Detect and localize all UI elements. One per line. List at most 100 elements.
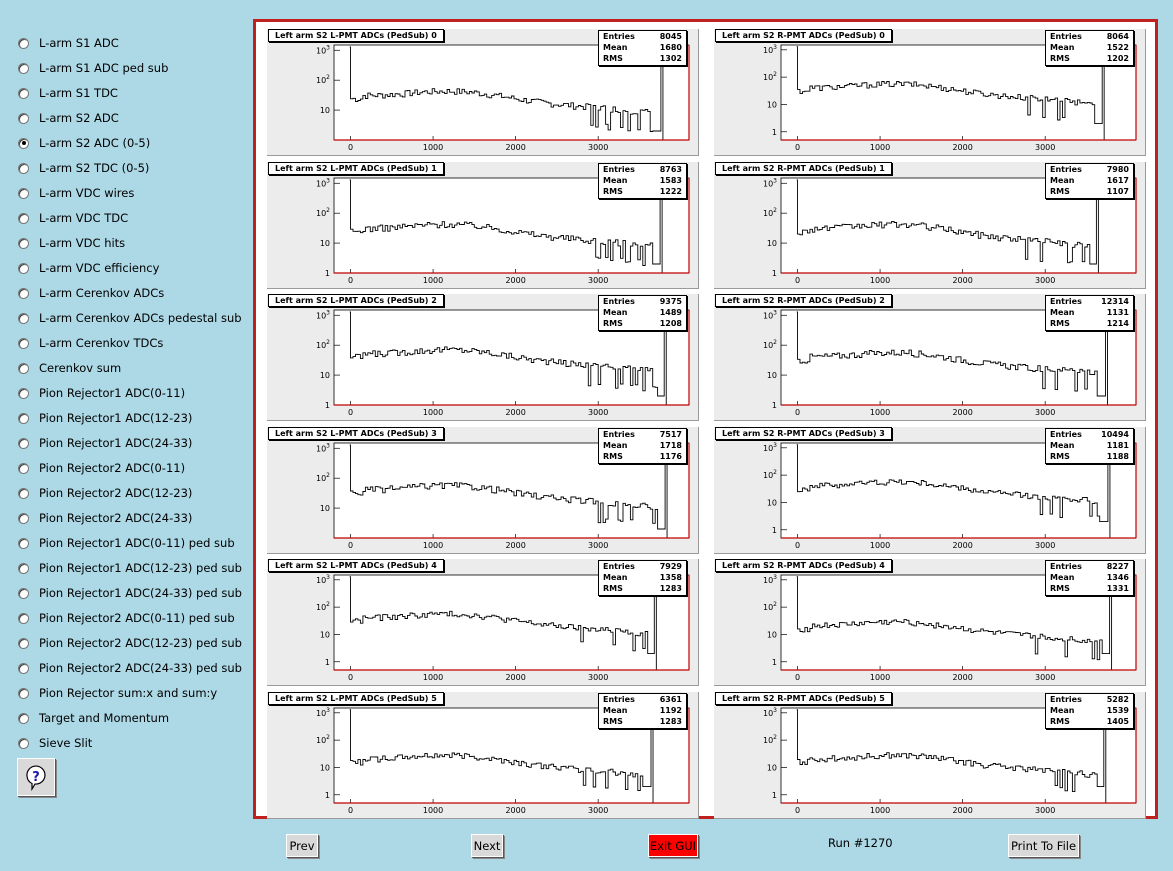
stats-label: RMS bbox=[1050, 319, 1070, 328]
radio-icon[interactable] bbox=[18, 212, 29, 224]
stats-value: 5282 bbox=[1106, 694, 1129, 704]
prev-button[interactable]: Prev bbox=[286, 834, 318, 857]
menu-item[interactable]: Pion Rejector2 ADC(24-33) ped sub bbox=[18, 658, 242, 678]
radio-icon[interactable] bbox=[18, 737, 29, 749]
radio-icon[interactable] bbox=[18, 712, 29, 724]
radio-icon[interactable] bbox=[18, 362, 29, 374]
menu-item[interactable]: L-arm S1 ADC ped sub bbox=[18, 58, 168, 78]
menu-item-label: L-arm S1 ADC ped sub bbox=[39, 61, 169, 75]
radio-icon[interactable] bbox=[18, 462, 29, 474]
stats-value: 1222 bbox=[659, 186, 682, 196]
menu-item[interactable]: Pion Rejector1 ADC(24-33) bbox=[18, 433, 192, 453]
stats-row: RMS 1214 bbox=[1046, 318, 1133, 329]
radio-icon[interactable] bbox=[18, 287, 29, 299]
radio-icon[interactable] bbox=[18, 687, 29, 699]
menu-item[interactable]: Pion Rejector2 ADC(0-11) bbox=[18, 458, 185, 478]
stats-value: 1489 bbox=[659, 308, 682, 317]
histogram-panel: 103 102 10 1 0 1000 2000 3000 Left arm S2 R-PMT … bbox=[714, 691, 1146, 819]
histogram-line bbox=[796, 443, 1111, 538]
menu-item[interactable]: Pion Rejector2 ADC(0-11) ped sub bbox=[18, 608, 235, 628]
menu-item[interactable]: Pion Rejector2 ADC(12-23) ped sub bbox=[18, 633, 242, 653]
menu-item[interactable]: L-arm Cerenkov ADCs pedestal sub bbox=[18, 308, 242, 328]
y-tick-label: 103 bbox=[316, 706, 330, 717]
menu-item-label: L-arm S2 TDC (0-5) bbox=[39, 161, 150, 175]
stats-box: Entries 9375 Mean 1489 RMS 1208 bbox=[598, 295, 687, 331]
radio-icon[interactable] bbox=[18, 87, 29, 99]
stats-row: Mean 1131 bbox=[1046, 307, 1133, 318]
menu-item[interactable]: L-arm S2 ADC bbox=[18, 108, 119, 128]
menu-item[interactable]: Pion Rejector1 ADC(12-23) ped sub bbox=[18, 558, 242, 578]
stats-box: Entries 10494 Mean 1181 RMS 1188 bbox=[1045, 427, 1134, 464]
radio-icon[interactable] bbox=[18, 237, 29, 249]
y-tick-label: 10 bbox=[320, 239, 330, 248]
y-tick-label: 1 bbox=[325, 401, 330, 410]
x-tick-label: 1000 bbox=[870, 408, 890, 417]
radio-icon[interactable] bbox=[18, 562, 29, 574]
help-button[interactable]: ? bbox=[17, 758, 55, 796]
histogram-line bbox=[349, 575, 657, 670]
stats-value: 6361 bbox=[659, 694, 682, 704]
radio-icon[interactable] bbox=[18, 262, 29, 274]
stats-row: RMS 1202 bbox=[1046, 53, 1133, 64]
histogram-panel: 103 102 10 1 0 1000 2000 3000 Left arm S2 R-PMT … bbox=[714, 426, 1146, 554]
radio-icon[interactable] bbox=[18, 537, 29, 549]
radio-icon[interactable] bbox=[18, 662, 29, 674]
stats-row: RMS 1331 bbox=[1046, 583, 1133, 594]
stats-row: Entries 7517 bbox=[599, 429, 686, 440]
menu-item-label: L-arm VDC hits bbox=[39, 236, 126, 250]
x-tick-label: 3000 bbox=[588, 673, 608, 682]
radio-icon[interactable] bbox=[18, 387, 29, 399]
stats-value: 8227 bbox=[1106, 562, 1129, 571]
x-tick-label: 1000 bbox=[423, 673, 443, 682]
menu-item[interactable]: L-arm S1 TDC bbox=[18, 83, 118, 103]
menu-item[interactable]: Sieve Slit bbox=[18, 733, 92, 753]
menu-item[interactable]: L-arm S2 TDC (0-5) bbox=[18, 158, 149, 178]
menu-item[interactable]: Pion Rejector1 ADC(12-23) bbox=[18, 408, 192, 428]
menu-item[interactable]: L-arm Cerenkov ADCs bbox=[18, 283, 164, 303]
print-to-file-button[interactable]: Print To File bbox=[1008, 834, 1079, 857]
radio-icon[interactable] bbox=[18, 312, 29, 324]
menu-item[interactable]: L-arm S1 ADC bbox=[18, 33, 119, 53]
radio-icon[interactable] bbox=[18, 37, 29, 49]
menu-item[interactable]: Pion Rejector sum:x and sum:y bbox=[18, 683, 217, 703]
menu-item[interactable]: Pion Rejector2 ADC(24-33) bbox=[18, 508, 192, 528]
menu-item[interactable]: L-arm VDC wires bbox=[18, 183, 134, 203]
radio-icon[interactable] bbox=[18, 112, 29, 124]
stats-row: Entries 9375 bbox=[599, 296, 686, 307]
next-button[interactable]: Next bbox=[471, 834, 503, 857]
stats-value: 1680 bbox=[659, 43, 682, 52]
stats-value: 1331 bbox=[1106, 584, 1129, 593]
radio-icon[interactable] bbox=[18, 337, 29, 349]
menu-item[interactable]: Pion Rejector1 ADC(0-11) bbox=[18, 383, 185, 403]
exit-gui-button[interactable]: Exit GUI bbox=[648, 834, 698, 857]
menu-item[interactable]: Pion Rejector1 ADC(0-11) ped sub bbox=[18, 533, 235, 553]
radio-icon[interactable] bbox=[18, 187, 29, 199]
stats-row: Entries 8045 bbox=[599, 31, 686, 42]
radio-icon[interactable] bbox=[18, 487, 29, 499]
menu-item[interactable]: Pion Rejector2 ADC(12-23) bbox=[18, 483, 192, 503]
x-tick-label: 2000 bbox=[952, 276, 972, 285]
radio-icon[interactable] bbox=[18, 412, 29, 424]
menu-item[interactable]: Pion Rejector1 ADC(24-33) ped sub bbox=[18, 583, 242, 603]
menu-item[interactable]: L-arm Cerenkov TDCs bbox=[18, 333, 163, 353]
radio-icon[interactable] bbox=[18, 162, 29, 174]
histogram-title: Left arm S2 R-PMT ADCs (PedSub) 1 bbox=[715, 161, 892, 175]
menu-item[interactable]: L-arm VDC TDC bbox=[18, 208, 128, 228]
radio-icon[interactable] bbox=[18, 512, 29, 524]
radio-icon[interactable] bbox=[18, 587, 29, 599]
radio-icon[interactable] bbox=[18, 637, 29, 649]
x-tick-label: 3000 bbox=[588, 806, 608, 815]
radio-icon[interactable] bbox=[18, 62, 29, 74]
radio-selected-icon[interactable] bbox=[18, 137, 29, 149]
menu-item[interactable]: L-arm VDC efficiency bbox=[18, 258, 159, 278]
stats-label: Entries bbox=[603, 297, 635, 306]
menu-item[interactable]: Target and Momentum bbox=[18, 708, 169, 728]
stats-row: Mean 1522 bbox=[1046, 42, 1133, 53]
menu-item[interactable]: L-arm VDC hits bbox=[18, 233, 125, 253]
stats-row: Mean 1718 bbox=[599, 440, 686, 451]
menu-item[interactable]: L-arm S2 ADC (0-5) bbox=[18, 133, 150, 153]
menu-item[interactable]: Cerenkov sum bbox=[18, 358, 121, 378]
radio-icon[interactable] bbox=[18, 437, 29, 449]
radio-icon[interactable] bbox=[18, 612, 29, 624]
